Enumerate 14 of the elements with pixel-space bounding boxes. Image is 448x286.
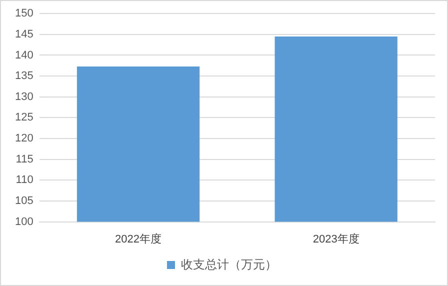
y-tick-label: 105 [14,195,34,208]
legend-label: 收支总计（万元） [181,257,277,272]
y-tick-label: 125 [14,112,34,124]
x-tick-label: 2023年度 [312,232,360,246]
y-tick-label: 150 [14,8,34,20]
y-tick-label: 115 [16,153,34,166]
y-tick-label: 145 [14,28,34,40]
y-tick-label: 130 [14,90,34,103]
y-tick-label: 110 [16,174,34,186]
y-tick-label: 140 [14,49,34,62]
x-tick-label: 2022年度 [115,232,162,246]
y-tick-label: 120 [14,132,34,145]
y-tick-label: 135 [14,70,34,82]
y-tick-label: 100 [14,216,34,228]
